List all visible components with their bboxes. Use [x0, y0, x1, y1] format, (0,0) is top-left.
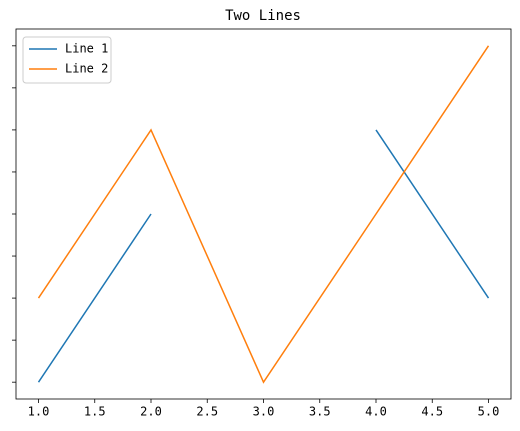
x-tick-label: 5.0 [478, 405, 500, 419]
x-tick-label: 1.5 [84, 405, 106, 419]
line-series [37, 213, 152, 383]
chart-title: Two Lines [225, 8, 301, 24]
legend-label: Line 2 [65, 62, 108, 76]
x-tick-label: 4.5 [421, 405, 443, 419]
line-series [375, 129, 490, 299]
x-tick-label: 2.0 [140, 405, 162, 419]
legend-label: Line 1 [65, 42, 108, 56]
x-tick-label: 3.0 [253, 405, 275, 419]
line-series [37, 45, 490, 384]
plot-frame [15, 28, 512, 400]
x-tick-label: 1.0 [28, 405, 50, 419]
x-tick-label: 2.5 [196, 405, 218, 419]
x-tick-label: 4.0 [365, 405, 387, 419]
x-tick-label: 3.5 [309, 405, 331, 419]
